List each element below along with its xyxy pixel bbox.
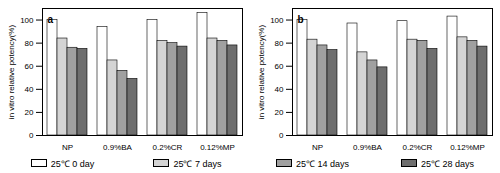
svg-text:0: 0 <box>29 131 34 140</box>
html-text:25℃ 7 days: 25℃ 7 days <box>173 158 222 169</box>
svg-text:60: 60 <box>275 62 284 71</box>
html-text:25℃ 0 day: 25℃ 0 day <box>50 158 95 169</box>
html-text:25℃ 14 days: 25℃ 14 days <box>296 158 349 169</box>
svg-text:NP: NP <box>62 143 73 152</box>
svg-text:0.9%BA: 0.9%BA <box>103 143 133 152</box>
svg-text:0.2%CR: 0.2%CR <box>153 143 183 152</box>
svg-text:0: 0 <box>279 131 284 140</box>
svg-text:in vitro relative potency(%): in vitro relative potency(%) <box>257 25 266 120</box>
svg-text:0.9%BA: 0.9%BA <box>353 143 383 152</box>
svg-text:20: 20 <box>25 108 34 117</box>
svg-text:60: 60 <box>25 62 34 71</box>
svg-text:NP: NP <box>312 143 323 152</box>
svg-text:40: 40 <box>25 85 34 94</box>
svg-text:in vitro relative potency(%): in vitro relative potency(%) <box>7 25 16 120</box>
svg-text:0.12%MP: 0.12%MP <box>450 143 485 152</box>
svg-text:100: 100 <box>270 16 284 25</box>
svg-text:a: a <box>48 14 54 25</box>
svg-text:20: 20 <box>275 108 284 117</box>
svg-text:40: 40 <box>275 85 284 94</box>
svg-text:80: 80 <box>25 39 34 48</box>
svg-text:0.2%CR: 0.2%CR <box>403 143 433 152</box>
svg-text:100: 100 <box>20 16 34 25</box>
html-text:25℃ 28 days: 25℃ 28 days <box>421 158 474 169</box>
svg-text:80: 80 <box>275 39 284 48</box>
svg-text:b: b <box>298 14 304 25</box>
svg-text:0.12%MP: 0.12%MP <box>200 143 235 152</box>
